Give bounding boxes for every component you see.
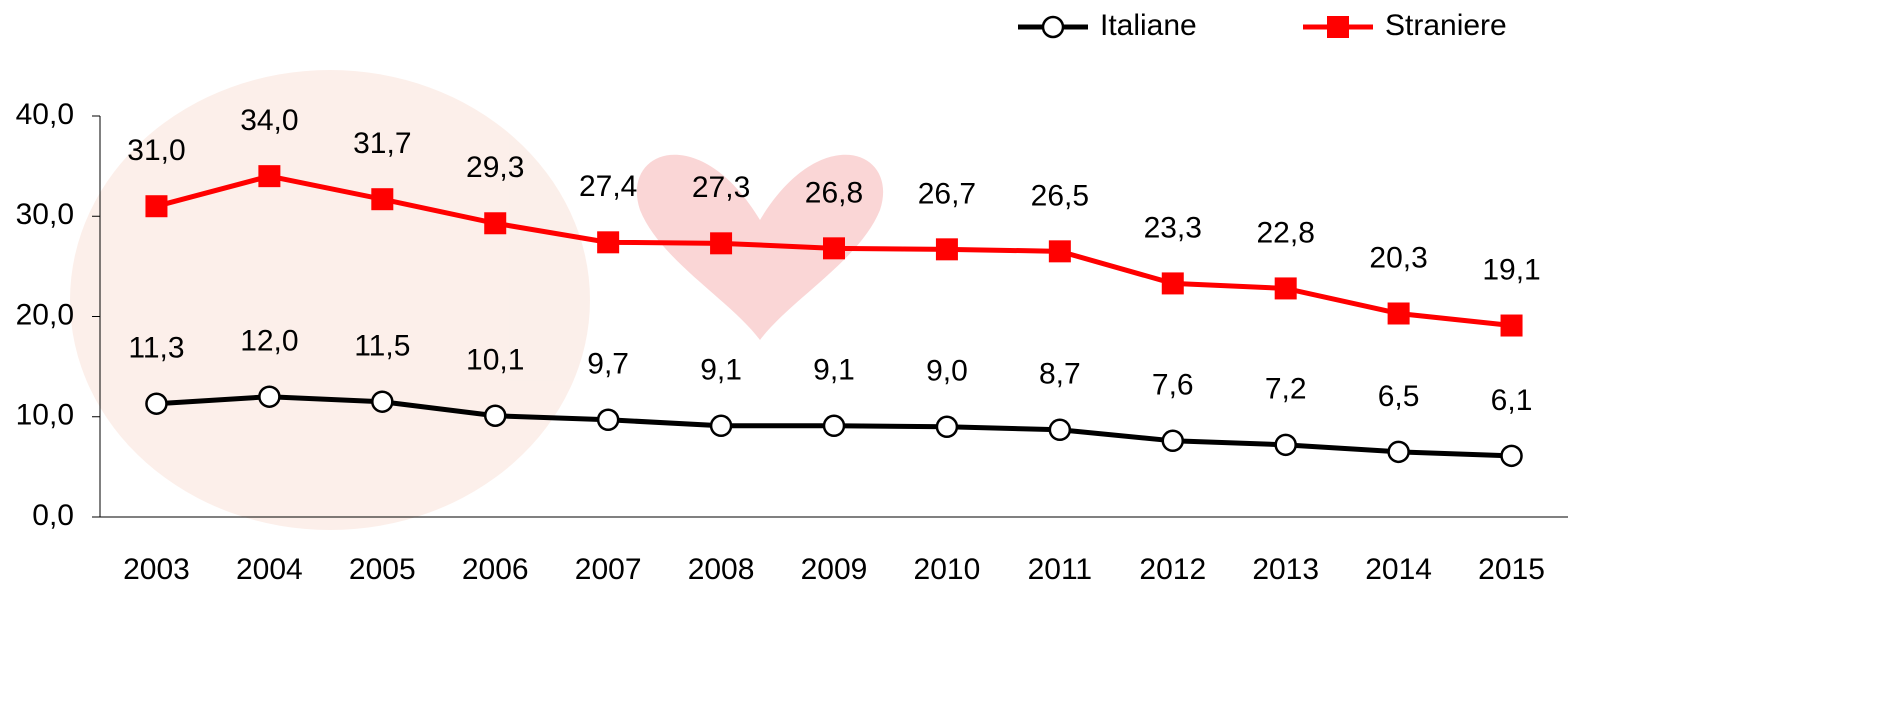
x-tick-label: 2005 xyxy=(349,553,416,586)
data-label: 9,7 xyxy=(587,348,629,381)
legend-marker xyxy=(1327,16,1349,38)
x-tick-label: 2011 xyxy=(1028,553,1093,586)
data-label: 11,3 xyxy=(128,332,184,365)
data-label: 22,8 xyxy=(1256,216,1314,249)
data-label: 11,5 xyxy=(354,330,410,363)
x-tick-label: 2012 xyxy=(1139,553,1206,586)
data-point xyxy=(485,406,505,426)
x-tick-label: 2015 xyxy=(1478,553,1545,586)
y-tick-label: 10,0 xyxy=(16,399,74,432)
data-point xyxy=(598,410,618,430)
data-label: 9,1 xyxy=(700,354,742,387)
data-label: 26,5 xyxy=(1031,179,1089,212)
data-point xyxy=(937,417,957,437)
data-point xyxy=(145,195,167,217)
data-label: 7,6 xyxy=(1152,369,1194,402)
data-point xyxy=(824,416,844,436)
data-point xyxy=(1162,272,1184,294)
data-label: 31,7 xyxy=(353,127,411,160)
data-point xyxy=(936,238,958,260)
data-point xyxy=(1501,315,1523,337)
x-tick-label: 2003 xyxy=(123,553,190,586)
x-tick-label: 2014 xyxy=(1365,553,1432,586)
data-label: 26,8 xyxy=(805,176,863,209)
x-tick-label: 2004 xyxy=(236,553,303,586)
data-label: 6,1 xyxy=(1491,384,1533,417)
x-tick-label: 2006 xyxy=(462,553,529,586)
legend-label: Italiane xyxy=(1100,9,1197,42)
data-point xyxy=(146,394,166,414)
data-point xyxy=(1276,435,1296,455)
data-label: 23,3 xyxy=(1144,211,1202,244)
data-label: 12,0 xyxy=(240,325,298,358)
data-label: 20,3 xyxy=(1369,241,1427,274)
y-tick-label: 30,0 xyxy=(16,198,74,231)
data-label: 7,2 xyxy=(1265,373,1307,406)
legend-marker xyxy=(1043,17,1063,37)
data-point xyxy=(1163,431,1183,451)
data-point xyxy=(1275,277,1297,299)
data-point xyxy=(1502,446,1522,466)
data-label: 34,0 xyxy=(240,104,298,137)
data-point xyxy=(1049,240,1071,262)
data-point xyxy=(711,416,731,436)
data-point xyxy=(823,237,845,259)
data-label: 19,1 xyxy=(1482,253,1540,286)
data-point xyxy=(1389,442,1409,462)
data-point xyxy=(1050,420,1070,440)
x-tick-label: 2013 xyxy=(1252,553,1319,586)
data-point xyxy=(1388,302,1410,324)
data-point xyxy=(710,232,732,254)
data-point xyxy=(597,231,619,253)
data-point xyxy=(258,165,280,187)
data-label: 9,0 xyxy=(926,355,968,388)
data-label: 6,5 xyxy=(1378,380,1420,413)
data-label: 26,7 xyxy=(918,177,976,210)
data-point xyxy=(372,392,392,412)
y-tick-label: 0,0 xyxy=(32,499,74,532)
chart: 0,0 10,0 20,0 30,0 40,0 2003 2004 2005 2006 2007 2… xyxy=(0,0,1898,707)
background-decoration xyxy=(70,70,883,530)
y-tick-label: 40,0 xyxy=(16,98,74,131)
data-label: 9,1 xyxy=(813,354,855,387)
data-label: 31,0 xyxy=(127,134,185,167)
x-tick-label: 2007 xyxy=(575,553,642,586)
data-point xyxy=(259,387,279,407)
x-tick-label: 2008 xyxy=(688,553,755,586)
data-label: 29,3 xyxy=(466,151,524,184)
x-tick-label: 2010 xyxy=(914,553,981,586)
data-point xyxy=(371,188,393,210)
data-label: 27,3 xyxy=(692,171,750,204)
data-label: 10,1 xyxy=(466,344,524,377)
y-tick-label: 20,0 xyxy=(16,298,74,331)
data-label: 8,7 xyxy=(1039,358,1081,391)
x-tick-label: 2009 xyxy=(801,553,868,586)
data-label: 27,4 xyxy=(579,170,637,203)
data-point xyxy=(484,212,506,234)
legend-label: Straniere xyxy=(1385,9,1507,42)
